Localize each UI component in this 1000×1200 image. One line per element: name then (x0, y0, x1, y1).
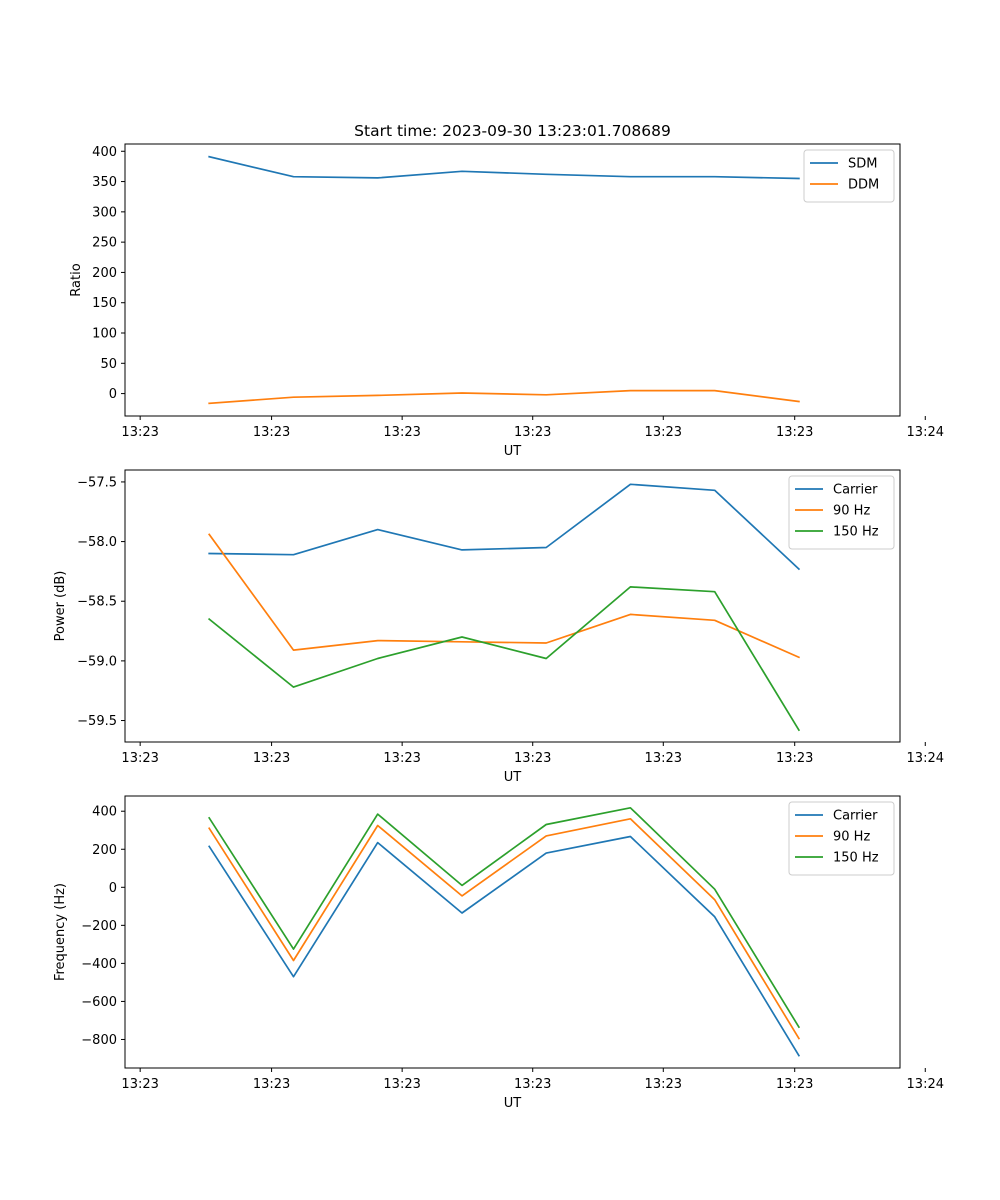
legend: Carrier 90 Hz 150 Hz (788, 801, 895, 876)
legend-label: Carrier (833, 809, 878, 824)
series-line-150-hz (208, 586, 801, 732)
y-tick-label: −59.0 (77, 654, 117, 669)
y-axis-label: Ratio (69, 263, 84, 296)
y-tick-label: 100 (92, 327, 117, 342)
x-tick-label: 13:23 (253, 751, 290, 766)
axes-frame (124, 469, 901, 743)
legend-label: 150 Hz (833, 525, 879, 540)
x-tick-label: 13:23 (253, 425, 290, 440)
legend-label: 90 Hz (833, 830, 870, 845)
x-tick-label: 13:24 (907, 751, 944, 766)
x-axis-label: UT (504, 770, 522, 785)
y-tick-label: −200 (81, 919, 117, 934)
series-line-sdm (208, 155, 800, 180)
subplot-frequency: UT Frequency (Hz) −800 −600 −400 −200 0 200 40… (53, 795, 944, 1111)
legend: SDM DDM (803, 149, 895, 203)
y-tick-label: 250 (92, 236, 117, 251)
y-tick-label: 0 (109, 881, 117, 896)
legend-label: 150 Hz (833, 851, 879, 866)
x-tick-label: 13:23 (121, 1077, 158, 1092)
y-tick-label: 400 (92, 145, 117, 160)
y-tick-label: −59.5 (77, 714, 117, 729)
axes-frame (124, 795, 901, 1069)
axes-frame (124, 143, 901, 417)
series-line-carrier (208, 835, 801, 1057)
y-tick-label: 350 (92, 175, 117, 190)
legend-label: 90 Hz (833, 504, 870, 519)
x-axis-label: UT (504, 444, 522, 459)
y-tick-label: −58.0 (77, 535, 117, 550)
legend-label: Carrier (833, 483, 878, 498)
y-tick-label: 200 (92, 843, 117, 858)
x-tick-label: 13:23 (121, 751, 158, 766)
y-axis-label: Frequency (Hz) (53, 883, 68, 981)
y-tick-label: −800 (81, 1033, 117, 1048)
subplot-ratio: Start time: 2023-09-30 13:23:01.708689 U… (69, 122, 944, 459)
y-tick-label: 150 (92, 296, 117, 311)
x-axis-label: UT (504, 1096, 522, 1111)
x-tick-label: 13:23 (383, 1077, 420, 1092)
x-tick-label: 13:23 (776, 425, 813, 440)
series-line-carrier (208, 483, 801, 571)
series-line-150-hz (208, 806, 801, 1029)
series-line-90-hz (208, 817, 801, 1040)
x-tick-label: 13:23 (514, 425, 551, 440)
subplot-power: UT Power (dB) −59.5 −59.0 −58.5 −58.0 −57.5 1… (53, 469, 944, 785)
y-tick-label: 400 (92, 805, 117, 820)
chart-title: Start time: 2023-09-30 13:23:01.708689 (354, 122, 671, 140)
x-tick-label: 13:23 (776, 751, 813, 766)
x-tick-label: 13:23 (514, 1077, 551, 1092)
x-tick-label: 13:23 (776, 1077, 813, 1092)
y-tick-label: −57.5 (77, 475, 117, 490)
y-tick-label: −58.5 (77, 595, 117, 610)
legend-label: DDM (848, 178, 879, 193)
y-tick-label: −600 (81, 995, 117, 1010)
series-line-90-hz (208, 533, 801, 659)
x-tick-label: 13:23 (383, 425, 420, 440)
x-tick-label: 13:23 (645, 425, 682, 440)
x-tick-label: 13:23 (645, 751, 682, 766)
legend-label: SDM (848, 157, 877, 172)
x-tick-label: 13:24 (907, 1077, 944, 1092)
x-tick-label: 13:23 (514, 751, 551, 766)
y-tick-label: 300 (92, 205, 117, 220)
x-tick-label: 13:23 (383, 751, 420, 766)
legend: Carrier 90 Hz 150 Hz (788, 475, 895, 550)
x-tick-label: 13:23 (253, 1077, 290, 1092)
x-tick-label: 13:24 (907, 425, 944, 440)
y-tick-label: −400 (81, 957, 117, 972)
y-axis-label: Power (dB) (53, 571, 68, 642)
y-tick-label: 0 (109, 387, 117, 402)
y-tick-label: 50 (100, 357, 117, 372)
x-tick-label: 13:23 (645, 1077, 682, 1092)
y-tick-label: 200 (92, 266, 117, 281)
x-tick-label: 13:23 (121, 425, 158, 440)
series-line-ddm (208, 389, 800, 405)
